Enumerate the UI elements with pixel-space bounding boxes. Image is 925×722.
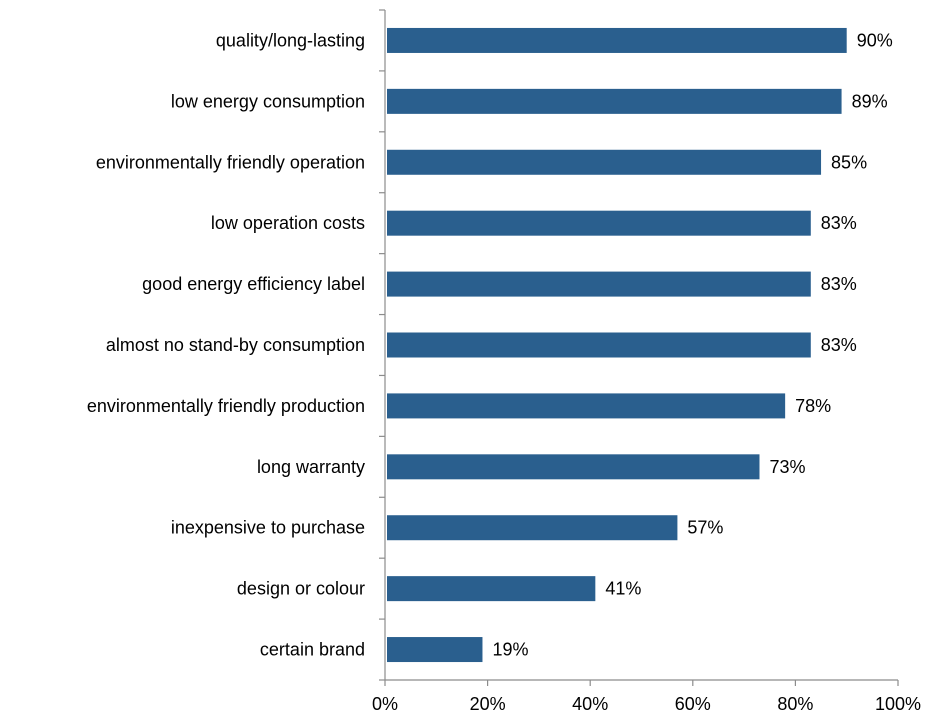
- x-tick-label: 80%: [777, 694, 813, 714]
- value-label: 90%: [857, 30, 893, 50]
- bar: [387, 515, 678, 541]
- value-labels-group: 90% 89% 85% 83% 83% 83% 78% 73% 57% 41% 19%: [492, 30, 892, 659]
- bar: [387, 637, 483, 663]
- category-labels-group: quality/long-lasting low energy consumpti…: [87, 30, 365, 659]
- axes-group: [379, 9, 898, 681]
- category-label: almost no stand-by consumption: [106, 335, 365, 355]
- bar: [387, 454, 760, 480]
- bar: [387, 27, 847, 53]
- category-label: low operation costs: [211, 213, 365, 233]
- x-tick-label: 60%: [675, 694, 711, 714]
- category-label: inexpensive to purchase: [171, 518, 365, 538]
- category-label: good energy efficiency label: [142, 274, 365, 294]
- x-tick-label: 40%: [572, 694, 608, 714]
- bar: [387, 393, 786, 419]
- value-label: 41%: [605, 579, 641, 599]
- value-label: 85%: [831, 152, 867, 172]
- value-label: 73%: [769, 457, 805, 477]
- category-label: design or colour: [237, 579, 365, 599]
- category-label: low energy consumption: [171, 91, 365, 111]
- value-label: 89%: [852, 91, 888, 111]
- value-label: 78%: [795, 396, 831, 416]
- category-label: environmentally friendly operation: [96, 152, 365, 172]
- x-tick-label: 100%: [875, 694, 921, 714]
- bar: [387, 332, 811, 358]
- category-label: quality/long-lasting: [216, 30, 365, 50]
- bar: [387, 149, 822, 175]
- x-ticks-group: 0% 20% 40% 60% 80% 100%: [372, 680, 921, 714]
- x-tick-label: 0%: [372, 694, 398, 714]
- value-label: 57%: [687, 518, 723, 538]
- value-label: 83%: [821, 274, 857, 294]
- value-label: 83%: [821, 213, 857, 233]
- value-label: 83%: [821, 335, 857, 355]
- bar: [387, 576, 596, 602]
- category-label: certain brand: [260, 640, 365, 660]
- x-tick-label: 20%: [470, 694, 506, 714]
- value-label: 19%: [492, 640, 528, 660]
- bar: [387, 210, 811, 236]
- bar: [387, 271, 811, 297]
- bars-group: [387, 27, 847, 663]
- category-label: long warranty: [257, 457, 365, 477]
- bar: [387, 88, 842, 114]
- category-label: environmentally friendly production: [87, 396, 365, 416]
